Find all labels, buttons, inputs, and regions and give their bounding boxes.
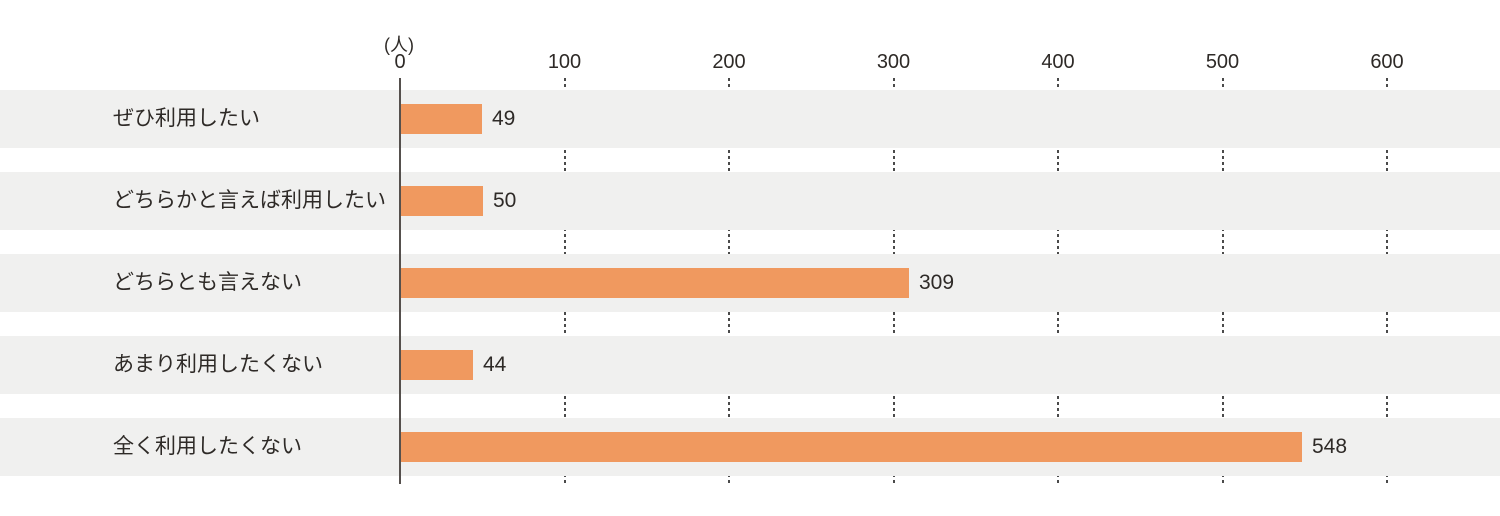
category-label: どちらかと言えば利用したい xyxy=(113,189,386,212)
value-label: 50 xyxy=(493,189,517,212)
row-band xyxy=(0,172,1500,230)
category-label: ぜひ利用したい xyxy=(113,107,260,130)
value-label: 44 xyxy=(483,353,507,376)
bar xyxy=(401,432,1302,462)
x-tick-label: 200 xyxy=(712,51,746,73)
x-tick-label: 600 xyxy=(1370,51,1404,73)
x-tick-label: 500 xyxy=(1205,51,1240,73)
axis-unit-label: (人) xyxy=(384,35,414,55)
bar xyxy=(401,268,909,298)
x-tick-label: 400 xyxy=(1041,51,1075,73)
category-label: あまり利用したくない xyxy=(113,353,323,376)
x-tick-label: 300 xyxy=(876,51,911,73)
value-label: 309 xyxy=(919,271,955,294)
x-tick-label: 100 xyxy=(547,51,582,73)
x-tick-label: 0 xyxy=(394,51,406,73)
bar xyxy=(401,186,483,216)
bar xyxy=(401,104,482,134)
row-band xyxy=(0,90,1500,148)
row-band xyxy=(0,336,1500,394)
value-label: 548 xyxy=(1312,435,1348,458)
y-axis-line xyxy=(399,78,401,484)
bar xyxy=(401,350,473,380)
category-label: 全く利用したくない xyxy=(113,435,302,458)
value-label: 49 xyxy=(492,107,516,130)
category-label: どちらとも言えない xyxy=(113,271,302,294)
